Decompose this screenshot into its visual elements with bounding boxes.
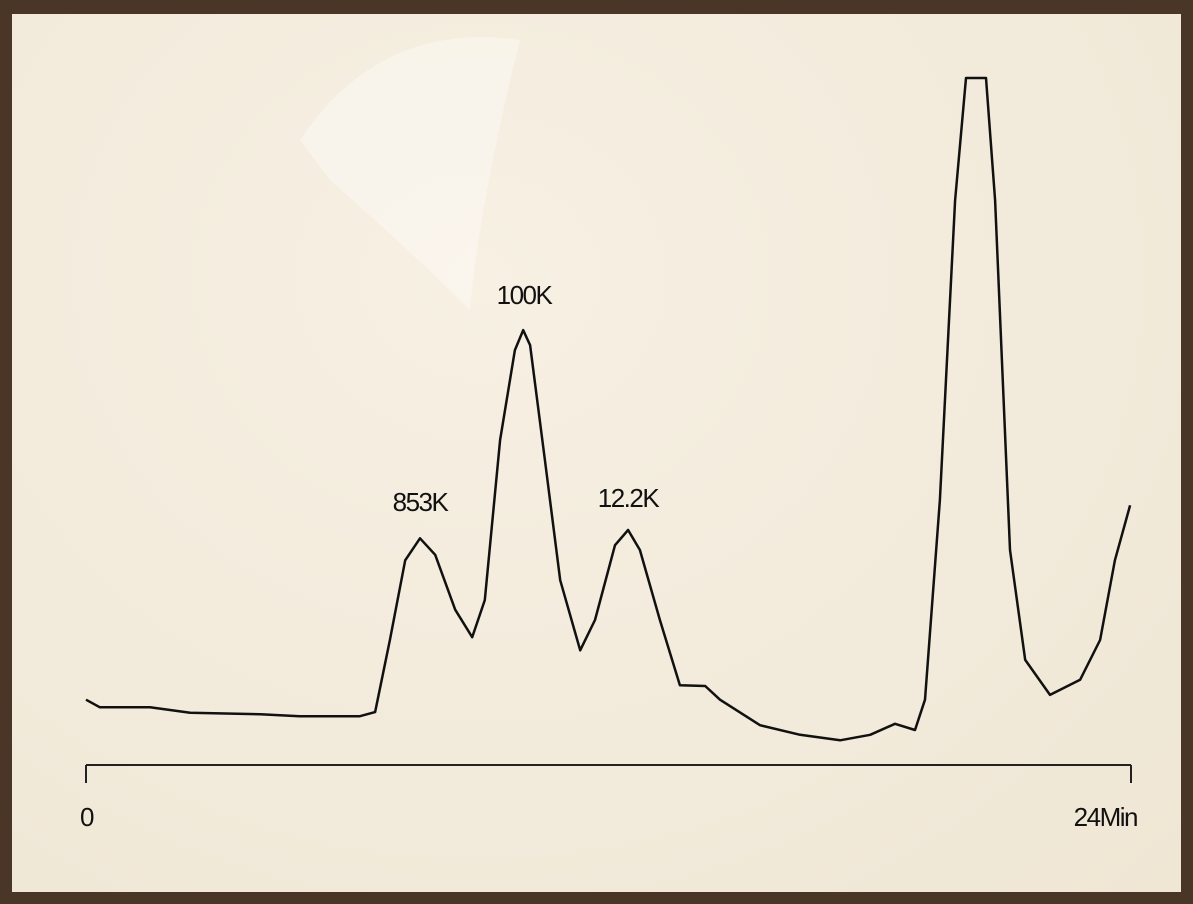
peak-label: 12.2K bbox=[598, 483, 661, 513]
peak-label: 100K bbox=[497, 280, 554, 310]
peak-label: 853K bbox=[393, 487, 450, 517]
x-tick-label: 0 bbox=[80, 802, 94, 832]
trace bbox=[85, 76, 1132, 742]
x-tick-label: 24Min bbox=[1074, 802, 1137, 832]
background-shape bbox=[300, 37, 520, 310]
